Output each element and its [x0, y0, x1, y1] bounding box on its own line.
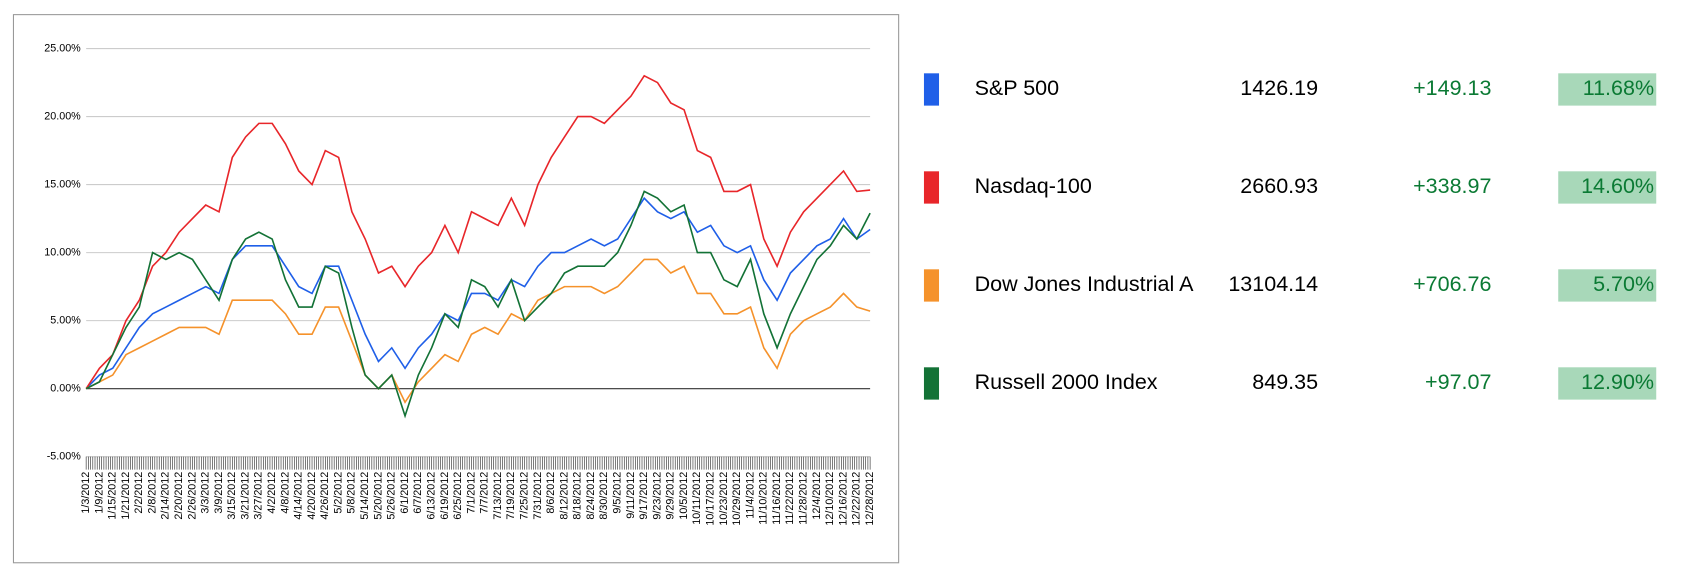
- x-tick-label: 8/18/2012: [572, 472, 584, 520]
- series-line: [85, 196, 871, 390]
- x-tick-label: 11/28/2012: [798, 472, 810, 525]
- x-tick-label: 10/29/2012: [731, 472, 743, 526]
- x-tick-label: 9/5/2012: [611, 472, 623, 514]
- legend-name: Dow Jones Industrial A: [975, 272, 1195, 296]
- x-tick-label: 9/17/2012: [638, 472, 650, 520]
- x-tick-label: 3/21/2012: [239, 472, 251, 520]
- y-tick-label: 15.00%: [44, 178, 81, 190]
- legend-swatch: [923, 73, 940, 106]
- x-tick-label: 7/19/2012: [505, 472, 517, 520]
- x-tick-label: 2/14/2012: [160, 472, 172, 520]
- chart-frame: [12, 14, 900, 564]
- change-pct-box: [1558, 171, 1657, 204]
- change-pct: 12.90%: [1581, 370, 1654, 394]
- series-line: [85, 74, 871, 390]
- series-line: [85, 258, 871, 404]
- series-line: [85, 190, 871, 419]
- x-tick-label: 4/2/2012: [266, 472, 278, 514]
- x-tick-label: 12/22/2012: [851, 472, 863, 526]
- x-tick-label: 5/14/2012: [359, 472, 371, 520]
- change-pct-box: [1558, 367, 1657, 400]
- x-tick-label: 3/27/2012: [253, 472, 265, 520]
- x-tick-label: 8/12/2012: [558, 472, 570, 520]
- legend-name: S&P 500: [975, 76, 1060, 100]
- x-tick-label: 5/2/2012: [332, 472, 344, 514]
- x-tick-label: 1/15/2012: [107, 472, 119, 520]
- y-tick-label: 25.00%: [44, 42, 81, 54]
- x-tick-label: 10/23/2012: [718, 472, 730, 526]
- y-tick-label: 5.00%: [50, 314, 81, 326]
- x-tick-label: 5/20/2012: [372, 472, 384, 520]
- change-pct-box: [1558, 269, 1657, 302]
- x-tick-label: 6/1/2012: [399, 472, 411, 514]
- x-tick-label: 2/8/2012: [146, 472, 158, 514]
- x-tick-label: 8/24/2012: [585, 472, 597, 520]
- change-pct-box: [1558, 73, 1657, 106]
- change: +338.97: [1413, 174, 1491, 198]
- change-pct: 14.60%: [1581, 174, 1654, 198]
- x-tick-label: 2/26/2012: [186, 472, 198, 520]
- x-tick-label: 7/31/2012: [532, 472, 544, 520]
- x-tick-label: 1/3/2012: [80, 472, 92, 514]
- price: 2660.93: [1240, 174, 1318, 198]
- y-tick-label: 0.00%: [50, 383, 81, 395]
- x-tick-label: 9/29/2012: [665, 472, 677, 520]
- x-tick-label: 11/4/2012: [744, 472, 756, 519]
- x-tick-label: 5/26/2012: [386, 472, 398, 520]
- change-pct: 5.70%: [1593, 272, 1654, 296]
- price: 1426.19: [1240, 76, 1318, 100]
- x-tick-label: 1/9/2012: [93, 472, 105, 514]
- x-tick-label: 2/20/2012: [173, 472, 185, 520]
- x-tick-label: 6/19/2012: [439, 472, 451, 520]
- legend-swatch: [923, 269, 940, 302]
- x-tick-label: 9/23/2012: [651, 472, 663, 520]
- x-tick-label: 4/20/2012: [306, 472, 318, 520]
- x-tick-label: 12/16/2012: [837, 472, 849, 526]
- x-tick-label: 2/2/2012: [133, 472, 145, 514]
- x-tick-label: 11/16/2012: [771, 472, 783, 525]
- x-tick-label: 10/11/2012: [691, 472, 703, 525]
- x-tick-label: 6/7/2012: [412, 472, 424, 514]
- y-tick-label: 20.00%: [44, 110, 81, 122]
- y-tick-label: -5.00%: [47, 451, 82, 463]
- x-tick-label: 10/5/2012: [678, 472, 690, 520]
- change: +706.76: [1413, 272, 1491, 296]
- x-tick-label: 7/25/2012: [518, 472, 530, 520]
- x-tick-label: 3/9/2012: [213, 472, 225, 514]
- x-tick-label: 11/10/2012: [758, 472, 770, 525]
- x-tick-label: 4/8/2012: [279, 472, 291, 514]
- x-tick-label: 7/13/2012: [492, 472, 504, 520]
- change-pct: 11.68%: [1583, 76, 1654, 100]
- x-tick-label: 4/26/2012: [319, 472, 331, 520]
- x-tick-label: 7/1/2012: [465, 472, 477, 514]
- change: +97.07: [1425, 370, 1491, 394]
- x-tick-label: 5/8/2012: [346, 472, 358, 514]
- x-tick-label: 3/3/2012: [200, 472, 212, 514]
- x-tick-label: 6/13/2012: [425, 472, 437, 520]
- x-tick-label: 8/30/2012: [598, 472, 610, 520]
- change: +149.13: [1413, 76, 1491, 100]
- price: 13104.14: [1228, 272, 1318, 296]
- x-tick-label: 3/15/2012: [226, 472, 238, 520]
- x-tick-label: 8/6/2012: [545, 472, 557, 514]
- x-tick-label: 9/11/2012: [625, 472, 637, 519]
- x-tick-label: 12/28/2012: [864, 472, 876, 526]
- legend-name: Russell 2000 Index: [975, 370, 1158, 394]
- x-tick-label: 12/4/2012: [811, 472, 823, 520]
- x-tick-label: 12/10/2012: [824, 472, 836, 526]
- legend-swatch: [923, 367, 940, 400]
- x-tick-label: 11/22/2012: [784, 472, 796, 525]
- x-tick-label: 4/14/2012: [293, 472, 305, 520]
- legend-swatch: [923, 171, 940, 204]
- x-tick-label: 1/21/2012: [120, 472, 132, 520]
- x-tick-label: 6/25/2012: [452, 472, 464, 520]
- y-tick-label: 10.00%: [44, 246, 81, 258]
- legend-name: Nasdaq-100: [975, 174, 1092, 198]
- price: 849.35: [1252, 370, 1318, 394]
- x-tick-label: 10/17/2012: [705, 472, 717, 526]
- x-tick-label: 7/7/2012: [479, 472, 491, 514]
